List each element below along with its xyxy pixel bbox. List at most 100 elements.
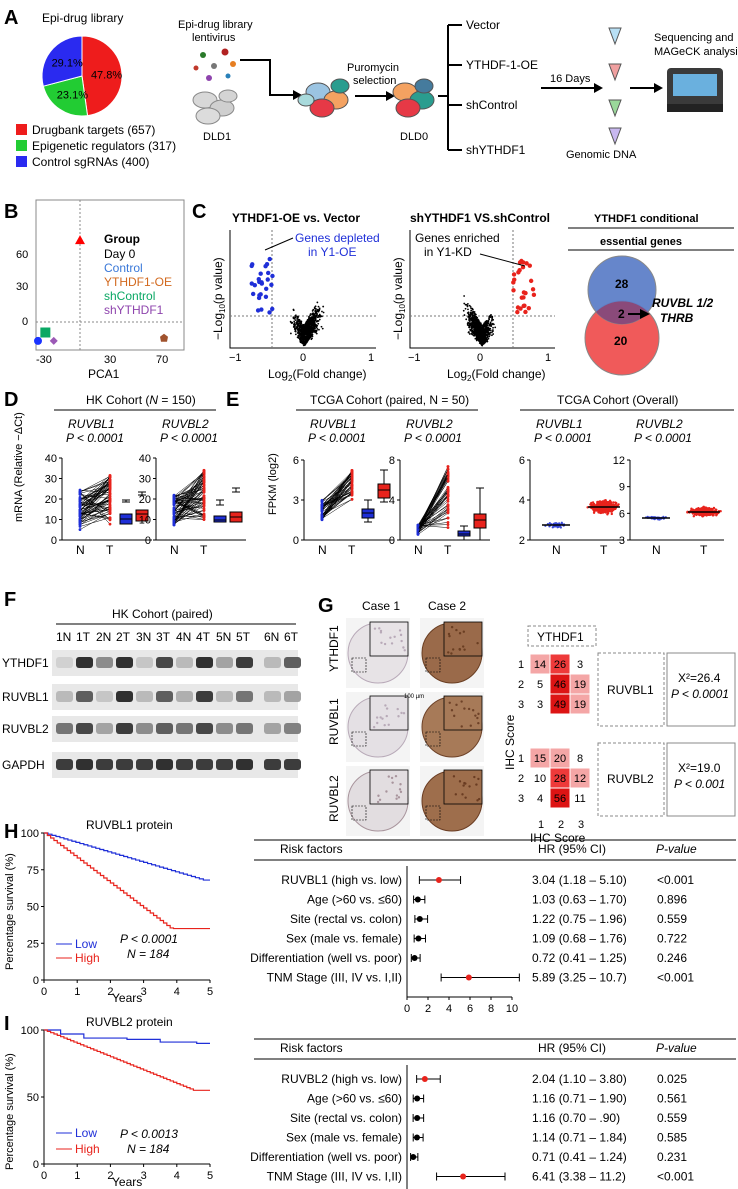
tumor-point [614, 503, 617, 506]
volcano-point [484, 322, 486, 325]
normal-point [78, 520, 82, 524]
volcano-hit [531, 292, 537, 298]
volcano-point [468, 333, 471, 335]
volcano-point [309, 321, 311, 324]
matrix-row-tick: 1 [518, 659, 524, 671]
normal-point [78, 490, 82, 494]
tumor-point [712, 513, 715, 517]
matrix1-label: RUVBL1 [607, 683, 654, 697]
box-body [135, 509, 149, 522]
forest-p: 0.561 [657, 1092, 687, 1106]
blot-band [96, 723, 113, 734]
tumor-point [202, 497, 206, 500]
volcano-point [307, 331, 310, 334]
library-title: Epi-drug library [42, 11, 123, 25]
pie-slice [81, 35, 123, 117]
blot-band [236, 723, 253, 734]
tumor-point [599, 511, 602, 515]
tumor-point [446, 490, 450, 494]
ihc-nucleus [399, 783, 402, 786]
tumor-point [602, 510, 605, 513]
ihc-zoom-region [425, 731, 441, 747]
x-tick-label: N [76, 543, 85, 557]
matrix-cell-value: 26 [554, 659, 566, 671]
panel-f: F HK Cohort (paired) 1N 1T 2N 2T 3N 3T 4N 4T 5N 5… [2, 589, 301, 778]
volcano-point [311, 333, 314, 336]
matrix2-label-box [597, 742, 665, 817]
forest-p: <0.001 [657, 1170, 694, 1184]
forest-x-tick-label: 10 [506, 1003, 518, 1015]
panel-c: C YTHDF1-OE vs. Vector shYTHDF1 VS.shCon… [192, 201, 734, 383]
tumor-point [108, 517, 112, 521]
forest-hr: 3.04 (1.18 – 5.10) [532, 873, 627, 887]
volcano-hit [518, 306, 523, 311]
chi1-box [666, 652, 736, 727]
volcano-point [473, 312, 475, 315]
volcano-hit [255, 308, 261, 313]
lane-label: 3T [156, 630, 171, 644]
legend-swatch-control [16, 156, 27, 167]
forest-p: 0.896 [657, 893, 687, 907]
volcano-point [312, 313, 314, 315]
tumor-point [609, 502, 613, 505]
tumor-point [702, 508, 706, 511]
forest-header-factor: Risk factors [280, 842, 343, 856]
volcano-point [470, 319, 473, 321]
panel-c-letter: C [192, 201, 206, 223]
venn-overlap-count: 2 [618, 307, 625, 321]
paired-line [173, 485, 205, 509]
panel-b-letter: B [4, 201, 18, 223]
tumor-point [108, 483, 112, 487]
paired-line [173, 496, 205, 516]
ihc-nucleus [389, 636, 392, 639]
volcano-point [472, 325, 475, 327]
tumor-point [602, 507, 605, 510]
pie-slice [41, 35, 83, 87]
forest-plot-ruvbl1: Risk factors HR (95% CI) P-value RUVBL1 (hi… [250, 839, 736, 1015]
volcano-point [467, 308, 469, 311]
paired-line [79, 505, 111, 526]
volcano-point [482, 334, 484, 337]
volcano-point [476, 332, 479, 335]
venn-arrowhead [640, 309, 650, 319]
volcano-hit [515, 309, 520, 315]
volcano-point [299, 326, 301, 328]
ihc-nucleus [447, 632, 451, 636]
blot-band [196, 759, 213, 770]
forest-point [414, 1095, 421, 1102]
forest-p: 0.559 [657, 912, 687, 926]
ihc-nucleus [454, 793, 458, 796]
volcano-point [482, 342, 485, 345]
normal-point [172, 507, 176, 511]
matrix2-label: RUVBL2 [607, 772, 654, 786]
pie-chart: 47.8%23.1% 29.1% [41, 35, 123, 117]
ihc-nucleus [380, 641, 383, 644]
paired-line [417, 512, 449, 535]
tumor-point [446, 499, 450, 503]
normal-point [416, 528, 420, 531]
forest-x-tick-label: 6 [467, 1003, 473, 1015]
volcano-point [309, 335, 312, 337]
paired-line [417, 511, 449, 528]
volcano-point [483, 341, 486, 344]
matrix-col-header-box [527, 625, 597, 647]
ihc-zoom-region [351, 657, 367, 673]
tubes-icon [608, 27, 622, 146]
gene-label: RUVBL1 [68, 417, 115, 431]
tumor-point [446, 467, 450, 471]
volcano-plot-1: Genes depleted in Y1-OE −1 0 1 Log2(Fold… [211, 230, 380, 383]
volcano-point [313, 330, 316, 333]
volcano-point [313, 306, 316, 309]
km1-pvalue: P < 0.0001 [120, 932, 178, 946]
ihc-nucleus [387, 723, 390, 727]
volcano-point [299, 332, 302, 335]
pca-legend-day0: Day 0 [104, 247, 136, 261]
volcano-point [316, 301, 319, 304]
matrix-xaxis-label: IHC Score [530, 831, 586, 845]
condition-ythdf1-oe: YTHDF-1-OE [466, 58, 538, 72]
volcano-point [307, 327, 310, 329]
y-tick-label: 12 [613, 455, 625, 467]
tumor-point [610, 510, 614, 513]
normal-point [172, 498, 176, 501]
